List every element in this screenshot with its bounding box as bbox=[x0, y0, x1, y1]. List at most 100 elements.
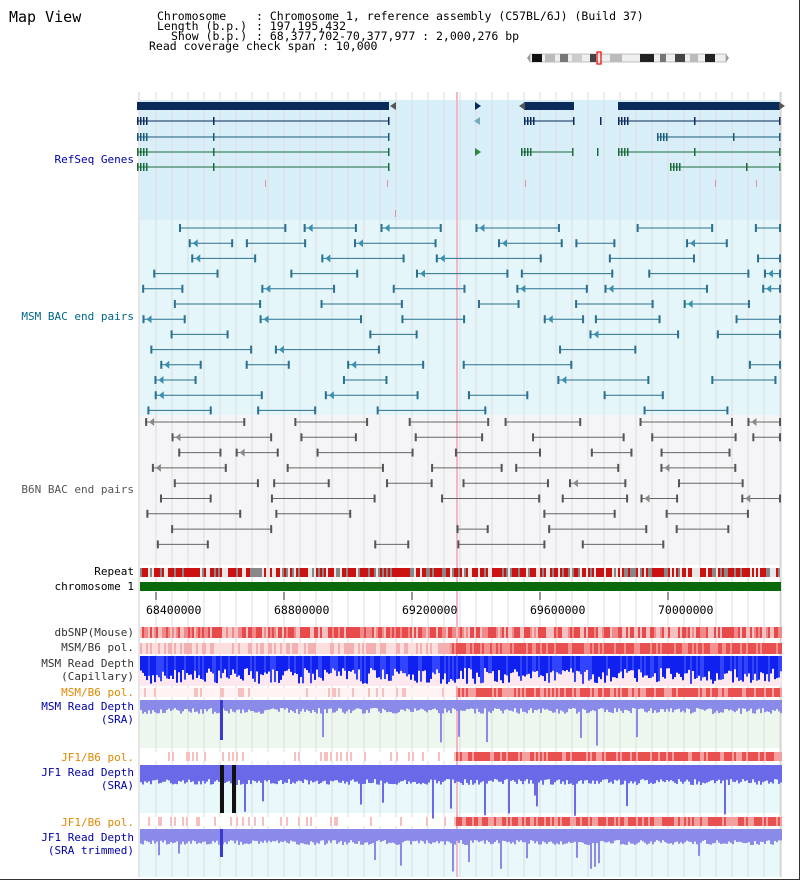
dbsnp-mark bbox=[292, 627, 294, 638]
pol-mark bbox=[312, 752, 314, 761]
dbsnp-mark bbox=[666, 627, 668, 638]
depth-bar bbox=[316, 700, 318, 714]
pol-mark bbox=[322, 817, 324, 826]
pol-mark bbox=[380, 643, 382, 654]
depth-bar bbox=[190, 765, 192, 783]
pol-mark bbox=[638, 752, 640, 761]
dbsnp-mark bbox=[476, 627, 478, 638]
depth-bar bbox=[612, 765, 614, 784]
depth-spike bbox=[232, 765, 236, 813]
pol-mark bbox=[238, 643, 240, 654]
pol-mark bbox=[276, 643, 278, 654]
depth-bar bbox=[722, 829, 724, 844]
pol-mark bbox=[190, 752, 192, 761]
repeat-mark bbox=[534, 568, 536, 577]
depth-bar bbox=[668, 656, 670, 669]
depth-bar bbox=[634, 829, 636, 845]
pol-mark bbox=[204, 752, 206, 761]
depth-bar bbox=[196, 700, 198, 712]
pol-mark bbox=[730, 752, 732, 761]
pol-mark bbox=[514, 688, 516, 697]
pol-mark bbox=[354, 817, 356, 826]
dbsnp-mark bbox=[148, 627, 150, 638]
depth-bar bbox=[550, 765, 552, 785]
pol-mark bbox=[370, 643, 372, 654]
dbsnp-mark bbox=[676, 627, 678, 638]
pol-mark bbox=[422, 643, 424, 654]
depth-bar bbox=[590, 765, 592, 784]
depth-bar bbox=[462, 829, 464, 844]
refseq-gene bbox=[137, 102, 389, 110]
strand-arrow bbox=[475, 102, 481, 110]
repeat-mark bbox=[780, 568, 782, 577]
pol-mark bbox=[518, 643, 520, 654]
pol-mark bbox=[374, 817, 376, 826]
depth-bar bbox=[500, 829, 502, 869]
bac-end bbox=[154, 376, 157, 384]
pol-mark bbox=[760, 752, 762, 761]
depth-bar bbox=[474, 700, 476, 714]
pol-mark bbox=[252, 643, 254, 654]
pol-mark bbox=[560, 688, 562, 697]
pol-mark bbox=[378, 688, 380, 697]
depth-bar bbox=[752, 700, 754, 714]
bac-arrow bbox=[278, 345, 284, 354]
pol-mark bbox=[568, 817, 570, 826]
pol-mark bbox=[204, 688, 206, 697]
repeat-mark bbox=[582, 568, 584, 577]
repeat-mark bbox=[234, 568, 236, 577]
depth-bar bbox=[458, 656, 460, 679]
depth-bar bbox=[538, 765, 540, 783]
repeat-mark bbox=[682, 568, 684, 577]
depth-bar bbox=[574, 700, 576, 709]
bac-end bbox=[548, 525, 551, 534]
depth-bar bbox=[314, 700, 316, 712]
depth-bar bbox=[570, 765, 572, 784]
repeat-mark bbox=[640, 568, 642, 577]
depth-bar bbox=[144, 700, 146, 712]
pol-mark bbox=[442, 817, 444, 826]
depth-bar bbox=[618, 765, 620, 780]
pol-mark bbox=[216, 817, 218, 826]
pol-mark bbox=[676, 688, 678, 697]
pol-mark bbox=[634, 688, 636, 697]
pol-mark bbox=[146, 688, 148, 697]
pol-mark bbox=[364, 817, 366, 826]
depth-bar bbox=[342, 829, 344, 845]
repeat-mark bbox=[268, 568, 270, 577]
dbsnp-mark bbox=[426, 627, 428, 638]
pol-mark bbox=[702, 643, 704, 654]
pol-mark bbox=[194, 643, 196, 654]
pol-mark bbox=[642, 643, 644, 654]
repeat-mark bbox=[398, 568, 400, 577]
pol-mark bbox=[686, 643, 688, 654]
depth-bar bbox=[354, 765, 356, 782]
pol-mark bbox=[520, 752, 522, 761]
depth-bar bbox=[706, 829, 708, 844]
repeat-mark bbox=[252, 568, 254, 577]
bac-end bbox=[636, 224, 639, 232]
depth-bar bbox=[416, 700, 418, 711]
pol-mark bbox=[698, 643, 700, 654]
depth-bar bbox=[160, 765, 162, 783]
repeat-mark bbox=[272, 568, 274, 577]
repeat-mark bbox=[520, 568, 522, 577]
pol-mark bbox=[414, 817, 416, 826]
depth-bar bbox=[176, 765, 178, 785]
pol-mark bbox=[560, 643, 562, 654]
dbsnp-mark bbox=[474, 627, 476, 638]
depth-bar bbox=[576, 700, 578, 714]
depth-bar bbox=[188, 656, 190, 675]
depth-bar bbox=[420, 656, 422, 682]
depth-bar bbox=[386, 765, 388, 783]
repeat-mark bbox=[466, 568, 468, 577]
dbsnp-mark bbox=[250, 627, 252, 638]
depth-bar bbox=[736, 765, 738, 781]
depth-bar bbox=[680, 829, 682, 843]
depth-bar bbox=[268, 765, 270, 780]
depth-bar bbox=[298, 765, 300, 781]
dbsnp-mark bbox=[312, 627, 314, 638]
depth-bar bbox=[354, 829, 356, 844]
pol-mark bbox=[626, 752, 628, 761]
pol-mark bbox=[246, 752, 248, 761]
